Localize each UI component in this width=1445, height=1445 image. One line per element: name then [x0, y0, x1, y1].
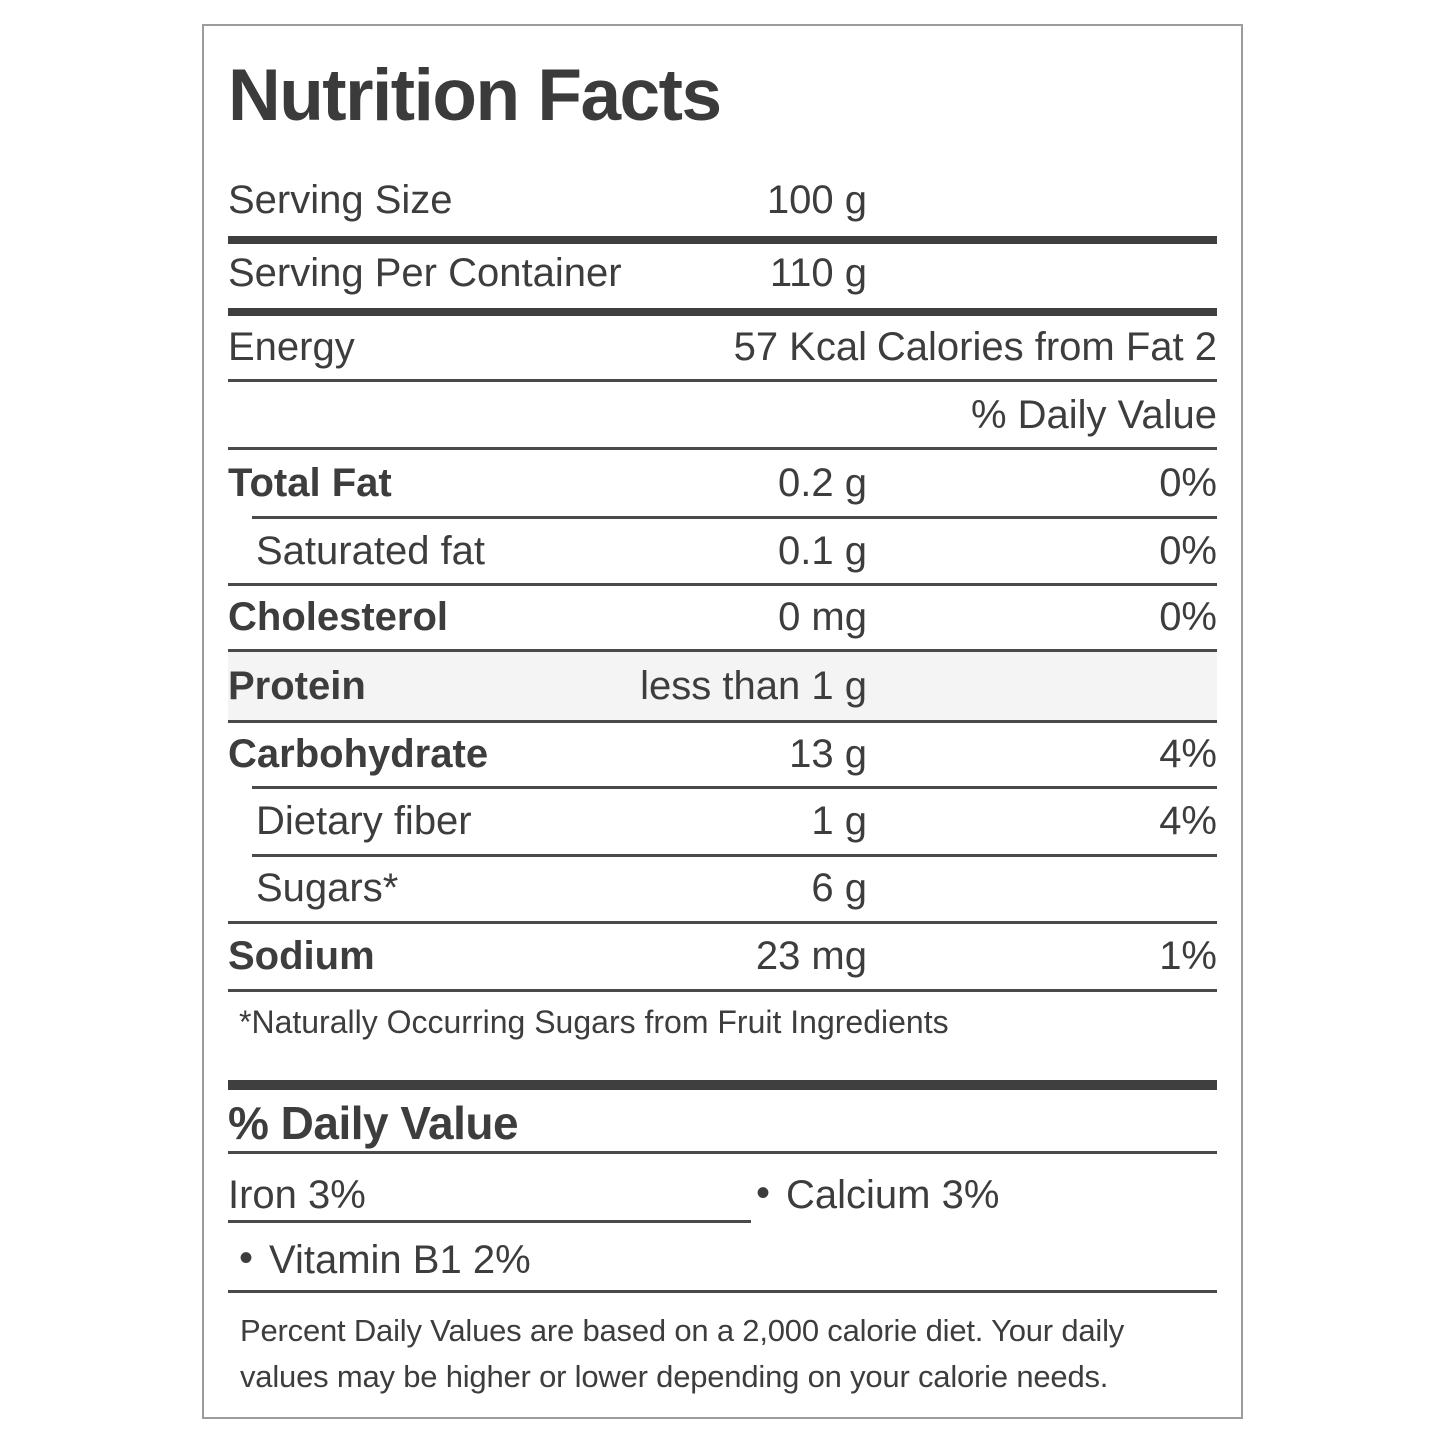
- row-saturated-fat: Saturated fat 0.1 g 0%: [228, 518, 1217, 584]
- row-cholesterol: Cholesterol 0 mg 0%: [228, 585, 1217, 650]
- sodium-label: Sodium: [228, 933, 375, 978]
- row-serving-per-container: Serving Per Container 110 g: [228, 238, 1217, 308]
- energy-value: 57 Kcal: [733, 324, 867, 369]
- divider-thin-indented: [252, 786, 1217, 789]
- divider-thick: [228, 236, 1217, 244]
- cholesterol-value: 0 mg: [778, 595, 867, 639]
- serving-size-value: 100 g: [766, 177, 867, 222]
- divider-thin: [228, 989, 1217, 992]
- footer-line-1: Percent Daily Values are based on a 2,00…: [240, 1313, 1125, 1348]
- cholesterol-daily-value: 0%: [1159, 595, 1217, 639]
- bullet-icon: •: [239, 1235, 254, 1280]
- row-sugars: Sugars* 6 g: [228, 856, 1217, 921]
- row-vitamin-b1: • Vitamin B1 2%: [239, 1235, 1217, 1282]
- divider-thin-half: [228, 1220, 751, 1223]
- protein-value: less than 1 g: [640, 663, 867, 708]
- divider-thin-indented: [252, 516, 1217, 519]
- carbohydrate-value: 13 g: [789, 731, 867, 776]
- divider-thin-indented: [252, 854, 1217, 857]
- divider-thin: [228, 1290, 1217, 1293]
- divider-thick: [228, 1080, 1217, 1090]
- iron-daily-value: Iron 3%: [228, 1172, 366, 1217]
- sodium-daily-value: 1%: [1159, 933, 1217, 978]
- row-energy: Energy 57 Kcal Calories from Fat 2: [228, 312, 1217, 382]
- saturated-fat-daily-value: 0%: [1159, 528, 1217, 573]
- total-fat-label: Total Fat: [228, 460, 392, 505]
- sugars-value: 6 g: [811, 866, 867, 910]
- label-title: Nutrition Facts: [228, 55, 722, 136]
- carbohydrate-label: Carbohydrate: [228, 731, 489, 776]
- divider-thin: [228, 921, 1217, 924]
- sugars-label: Sugars*: [256, 866, 399, 910]
- cholesterol-label: Cholesterol: [228, 595, 449, 639]
- serving-per-container-label: Serving Per Container: [228, 250, 622, 295]
- daily-value-column-header: % Daily Value: [970, 392, 1217, 437]
- vitamin-b1-daily-value: Vitamin B1 2%: [269, 1237, 531, 1282]
- divider-thin: [228, 720, 1217, 723]
- calcium-cell: • Calcium 3%: [756, 1170, 1000, 1217]
- saturated-fat-value: 0.1 g: [778, 528, 867, 573]
- divider-thin: [228, 447, 1217, 450]
- row-carbohydrate: Carbohydrate 13 g 4%: [228, 722, 1217, 786]
- footer-line-2: values may be higher or lower depending …: [240, 1359, 1109, 1394]
- bullet-icon: •: [756, 1170, 771, 1215]
- divider-thin: [228, 583, 1217, 586]
- dietary-fiber-value: 1 g: [811, 798, 867, 843]
- sugars-footnote: *Naturally Occurring Sugars from Fruit I…: [239, 1003, 949, 1040]
- calcium-daily-value: Calcium 3%: [786, 1172, 1000, 1217]
- calories-from-fat: Calories from Fat 2: [876, 324, 1217, 369]
- sodium-value: 23 mg: [755, 933, 867, 978]
- total-fat-value: 0.2 g: [778, 460, 867, 505]
- row-serving-size: Serving Size 100 g: [228, 165, 1217, 235]
- divider-thin: [228, 1151, 1217, 1154]
- total-fat-daily-value: 0%: [1159, 460, 1217, 505]
- nutrition-facts-label: Nutrition Facts Serving Size 100 g Servi…: [202, 24, 1243, 1419]
- daily-value-section-heading: % Daily Value: [228, 1097, 519, 1149]
- carbohydrate-daily-value: 4%: [1159, 731, 1217, 776]
- divider-thin: [228, 379, 1217, 382]
- energy-label: Energy: [228, 324, 355, 369]
- row-total-fat: Total Fat 0.2 g 0%: [228, 449, 1217, 517]
- row-iron-calcium: Iron 3% • Calcium 3%: [228, 1170, 1217, 1217]
- row-protein: Protein less than 1 g: [228, 652, 1217, 720]
- row-dietary-fiber: Dietary fiber 1 g 4%: [228, 788, 1217, 854]
- row-sodium: Sodium 23 mg 1%: [228, 923, 1217, 989]
- divider-thin: [228, 649, 1217, 652]
- dietary-fiber-daily-value: 4%: [1159, 798, 1217, 843]
- saturated-fat-label: Saturated fat: [256, 528, 486, 573]
- dietary-fiber-label: Dietary fiber: [256, 798, 472, 843]
- serving-size-label: Serving Size: [228, 177, 453, 222]
- divider-thick: [228, 308, 1217, 316]
- protein-label: Protein: [228, 663, 366, 708]
- row-daily-value-header: % Daily Value: [228, 382, 1217, 448]
- serving-per-container-value: 110 g: [769, 250, 867, 295]
